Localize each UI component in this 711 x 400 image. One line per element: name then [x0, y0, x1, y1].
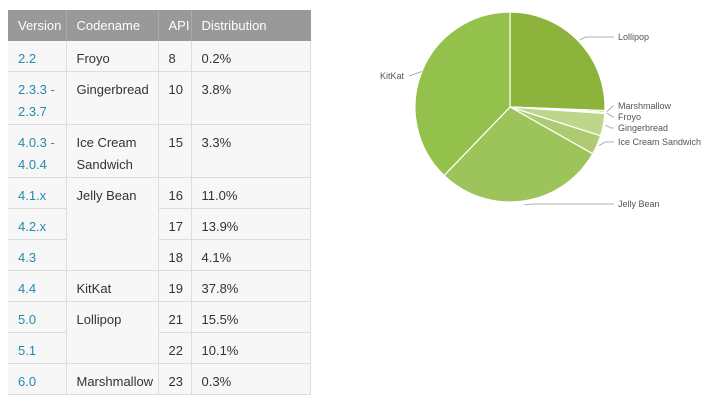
api-cell: 8: [158, 41, 192, 72]
version-link[interactable]: 6.0: [8, 363, 67, 395]
distribution-cell: 0.3%: [191, 363, 311, 395]
distribution-cell: 37.8%: [191, 270, 311, 302]
table-row: 5.1 22 10.1%: [8, 332, 311, 364]
table-header-row: Version Codename API Distribution: [8, 10, 311, 41]
version-link[interactable]: 4.0.3 - 4.0.4: [8, 124, 67, 178]
api-cell: 21: [158, 301, 192, 333]
api-cell: 15: [158, 124, 192, 178]
api-cell: 19: [158, 270, 192, 302]
distribution-cell: 10.1%: [191, 332, 311, 364]
leader-line-marshmallow: [606, 105, 614, 112]
distribution-cell: 11.0%: [191, 177, 311, 209]
version-link[interactable]: 4.1.x: [8, 177, 67, 209]
table-row: 4.2.x 17 13.9%: [8, 208, 311, 240]
table-row: 2.2 Froyo 8 0.2%: [8, 41, 311, 72]
pie-label-gingerbread: Gingerbread: [618, 123, 668, 133]
pie-slice-jelly-bean: [443, 106, 594, 203]
header-distribution: Distribution: [191, 10, 311, 41]
pie-label-ice-cream-sandwich: Ice Cream Sandwich: [618, 137, 701, 147]
pie-label-lollipop: Lollipop: [618, 32, 649, 42]
header-version: Version: [8, 10, 67, 41]
table-row: 4.0.3 - 4.0.4 Ice Cream Sandwich 15 3.3%: [8, 124, 311, 178]
table-row: 4.3 18 4.1%: [8, 239, 311, 271]
table-row: 4.4 KitKat 19 37.8%: [8, 270, 311, 302]
distribution-cell: 15.5%: [191, 301, 311, 333]
header-api: API: [158, 10, 192, 41]
pie-label-marshmallow: Marshmallow: [618, 101, 672, 111]
leader-line-lollipop: [579, 36, 614, 41]
version-link[interactable]: 2.3.3 - 2.3.7: [8, 71, 67, 125]
api-cell: 18: [158, 239, 192, 271]
distribution-cell: 0.2%: [191, 41, 311, 72]
codename-text: Ice Cream Sandwich: [76, 135, 137, 172]
codename-cell: Ice Cream Sandwich: [66, 124, 159, 178]
codename-cell: KitKat: [66, 270, 159, 302]
api-cell: 10: [158, 71, 192, 125]
leader-line-ice-cream-sandwich: [598, 141, 614, 147]
leader-line-froyo: [606, 112, 614, 118]
distribution-table: Version Codename API Distribution 2.2 Fr…: [8, 10, 311, 395]
version-link[interactable]: 4.3: [8, 239, 67, 271]
distribution-cell: 4.1%: [191, 239, 311, 271]
codename-cell: Marshmallow: [66, 363, 159, 395]
header-codename: Codename: [66, 10, 159, 41]
codename-cell: Lollipop: [66, 301, 159, 364]
pie-slice-lollipop: [509, 11, 606, 112]
distribution-cell: 3.3%: [191, 124, 311, 178]
codename-cell: Jelly Bean: [66, 177, 159, 271]
pie-slices: [414, 11, 606, 203]
table-row: 2.3.3 - 2.3.7 Gingerbread 10 3.8%: [8, 71, 311, 125]
table-row: 4.1.x Jelly Bean 16 11.0%: [8, 177, 311, 271]
pie-label-kitkat: KitKat: [380, 71, 405, 81]
api-cell: 22: [158, 332, 192, 364]
version-link[interactable]: 4.2.x: [8, 208, 67, 240]
codename-cell: Froyo: [66, 41, 159, 72]
distribution-cell: 3.8%: [191, 71, 311, 125]
table-row: 6.0 Marshmallow 23 0.3%: [8, 363, 311, 395]
version-text: 2.3.3 - 2.3.7: [18, 82, 55, 119]
version-link[interactable]: 4.4: [8, 270, 67, 302]
table-row: 5.0 Lollipop 21 15.5%: [8, 301, 311, 364]
api-cell: 23: [158, 363, 192, 395]
distribution-cell: 13.9%: [191, 208, 311, 240]
pie-label-froyo: Froyo: [618, 112, 641, 122]
version-link[interactable]: 2.2: [8, 41, 67, 72]
version-text: 4.0.3 - 4.0.4: [18, 135, 55, 172]
api-cell: 17: [158, 208, 192, 240]
leader-line-jelly-bean: [524, 203, 614, 206]
api-cell: 16: [158, 177, 192, 209]
leader-line-gingerbread: [605, 124, 614, 129]
codename-cell: Gingerbread: [66, 71, 159, 125]
version-link[interactable]: 5.1: [8, 332, 67, 364]
version-link[interactable]: 5.0: [8, 301, 67, 333]
leader-line-kitkat: [408, 71, 423, 77]
pie-label-jelly-bean: Jelly Bean: [618, 199, 660, 209]
